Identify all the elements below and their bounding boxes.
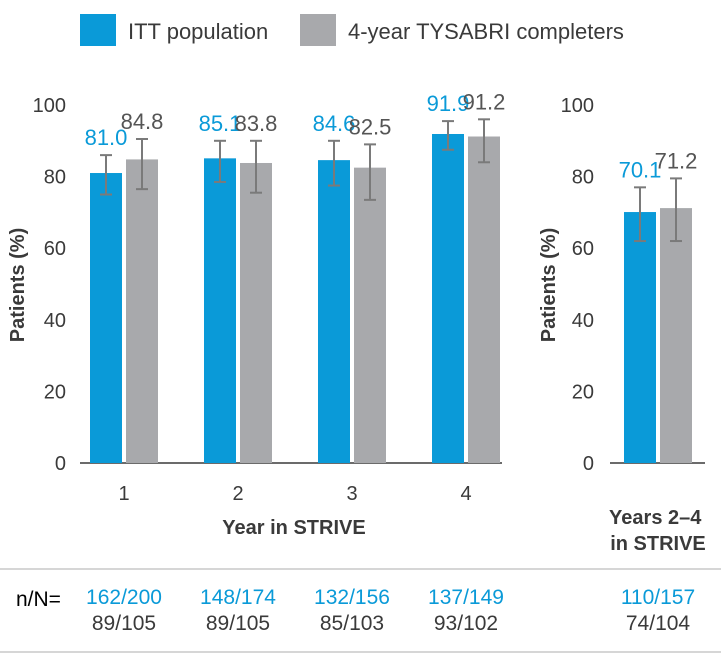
left-value-label-completers-1: 84.8	[121, 109, 164, 134]
left-nN-completers-2: 89/105	[206, 612, 270, 635]
left-bar-itt-2	[204, 158, 236, 464]
right-x-axis-label-line1: Years 2–4	[609, 507, 702, 529]
legend-label-itt: ITT population	[128, 19, 268, 44]
left-bar-completers-2	[240, 162, 272, 463]
left-value-label-itt-1: 81.0	[85, 125, 128, 150]
left-y-tick-40: 40	[44, 310, 66, 332]
left-bar-itt-1	[90, 173, 122, 463]
left-nN-itt-2: 148/174	[200, 586, 276, 609]
right-y-tick-100: 100	[561, 95, 594, 117]
left-nN-completers-1: 89/105	[92, 612, 156, 635]
right-y-tick-80: 80	[572, 167, 594, 189]
left-x-tick-4: 4	[460, 483, 471, 505]
nN-label: n/N=	[16, 588, 61, 611]
right-x-axis-label: Years 2–4 in STRIVE	[609, 507, 707, 555]
left-y-tick-100: 100	[33, 95, 66, 117]
left-value-label-completers-4: 91.2	[463, 89, 506, 114]
left-nN-itt-3: 132/156	[314, 586, 390, 609]
left-bar-completers-4	[468, 136, 500, 463]
left-nN-completers-3: 85/103	[320, 612, 384, 635]
right-nN-itt-1: 110/157	[621, 586, 695, 609]
legend: ITT population 4-year TYSABRI completers	[80, 14, 624, 46]
left-value-label-itt-3: 84.6	[313, 111, 356, 136]
right-y-tick-0: 0	[583, 453, 594, 475]
left-nN-itt-4: 137/149	[428, 586, 504, 609]
right-y-axis-label: Patients (%)	[538, 228, 560, 342]
left-bar-itt-3	[318, 160, 350, 463]
left-nN-completers-4: 93/102	[434, 612, 498, 635]
right-y-tick-20: 20	[572, 381, 594, 403]
left-value-label-itt-4: 91.9	[427, 91, 470, 116]
left-bar-itt-4	[432, 133, 464, 464]
right-y-tick-40: 40	[572, 310, 594, 332]
left-y-tick-60: 60	[44, 238, 66, 260]
legend-label-completers: 4-year TYSABRI completers	[348, 19, 624, 44]
left-nN-itt-1: 162/200	[86, 586, 162, 609]
left-x-tick-1: 1	[118, 483, 129, 505]
right-x-axis-label-line2: in STRIVE	[610, 533, 706, 555]
left-bar-completers-1	[126, 159, 158, 463]
right-bar-completers-1	[660, 208, 692, 463]
left-value-label-itt-2: 85.1	[199, 111, 242, 136]
right-y-tick-60: 60	[572, 238, 594, 260]
left-value-label-completers-3: 82.5	[349, 114, 392, 139]
right-nN-completers-1: 74/104	[626, 612, 691, 635]
right-bar-itt-1	[624, 212, 656, 463]
left-value-label-completers-2: 83.8	[235, 111, 278, 136]
left-x-tick-2: 2	[232, 483, 243, 505]
right-value-label-itt-1: 70.1	[619, 157, 662, 182]
left-bar-completers-3	[354, 167, 386, 463]
legend-swatch-itt	[80, 14, 116, 46]
left-y-tick-0: 0	[55, 453, 66, 475]
legend-swatch-completers	[300, 14, 336, 46]
left-y-axis-label: Patients (%)	[7, 228, 29, 342]
left-y-tick-80: 80	[44, 167, 66, 189]
left-x-axis-label: Year in STRIVE	[222, 517, 365, 539]
right-value-label-completers-1: 71.2	[655, 148, 698, 173]
left-y-tick-20: 20	[44, 381, 66, 403]
left-x-tick-3: 3	[346, 483, 357, 505]
